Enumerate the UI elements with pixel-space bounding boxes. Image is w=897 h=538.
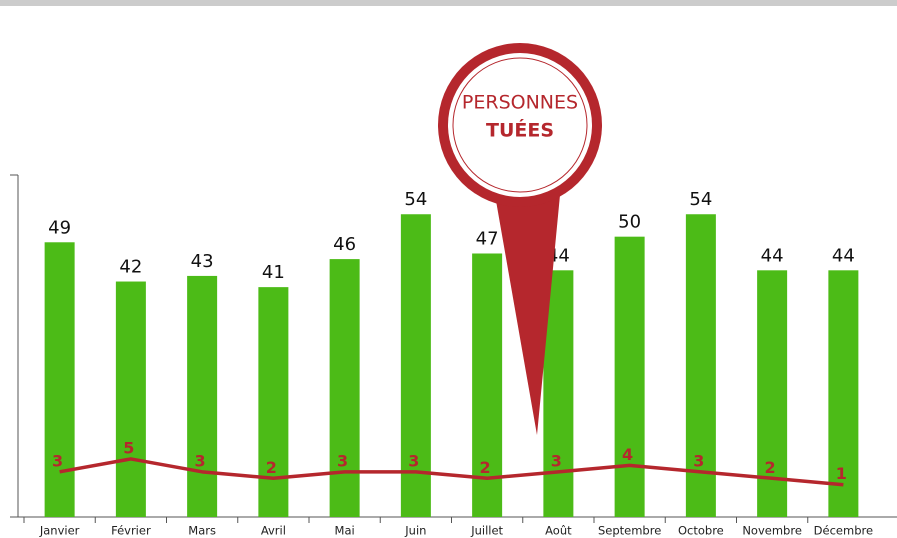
bar (472, 253, 503, 517)
bar-value-label: 47 (476, 228, 499, 249)
x-tick-label: Juillet (470, 524, 503, 538)
bar (828, 270, 859, 517)
line-value-label: 3 (195, 451, 206, 470)
bar (44, 242, 75, 517)
x-tick-label: Mai (335, 524, 355, 538)
line-value-label: 2 (480, 458, 491, 477)
line-value-label: 3 (693, 451, 704, 470)
bar-value-label: 46 (333, 234, 356, 255)
top-bar (0, 0, 897, 6)
x-tick-label: Novembre (742, 524, 802, 538)
chart-title: PERSONNES (462, 92, 578, 114)
line-value-label: 3 (337, 451, 348, 470)
line-value-label: 3 (408, 451, 419, 470)
bar (258, 287, 289, 517)
bar-value-label: 54 (404, 189, 427, 210)
x-tick-label: Mars (188, 524, 216, 538)
plot: Janvier Février Mars Avril Mai Juin Juillet Aoû… (10, 174, 897, 538)
bar-value-label: 54 (689, 189, 712, 210)
x-tick-label: Octobre (678, 524, 724, 538)
bar-value-label: 43 (191, 251, 214, 272)
title-balloon: PERSONNES TUÉES (438, 43, 602, 435)
line-value-label: 1 (836, 464, 847, 483)
bar-value-label: 44 (832, 245, 855, 266)
x-tick-label: Avril (261, 524, 286, 538)
balloon-inner (448, 53, 592, 197)
bar (400, 214, 431, 517)
bar (187, 275, 218, 517)
balloon-ring (452, 57, 588, 193)
bar (685, 214, 716, 517)
line-value-label: 2 (266, 458, 277, 477)
bar-value-label: 44 (761, 245, 784, 266)
x-tick-label: Janvier (39, 524, 80, 538)
line-value-label: 4 (622, 445, 633, 464)
line-value-label: 2 (765, 458, 776, 477)
x-tick-label: Septembre (598, 524, 661, 538)
x-tick-label: Juin (404, 524, 426, 538)
bar (329, 259, 360, 517)
balloon-pointer (495, 195, 560, 435)
x-tick-label: Décembre (814, 524, 873, 538)
chart-title-emphasis: TUÉES (486, 119, 554, 142)
line (59, 457, 844, 487)
line-value-label: 3 (52, 451, 63, 470)
bar (614, 236, 645, 518)
bar-value-label: 50 (618, 212, 641, 233)
bar-value-label: 49 (48, 217, 71, 238)
x-tick-label: Août (545, 524, 572, 538)
bar (115, 281, 146, 517)
x-tick-label: Février (111, 524, 151, 538)
line-value-label: 3 (551, 451, 562, 470)
line-value-label: 5 (123, 438, 134, 457)
bar-value-label: 42 (119, 257, 142, 278)
bar-value-label: 41 (262, 262, 285, 283)
